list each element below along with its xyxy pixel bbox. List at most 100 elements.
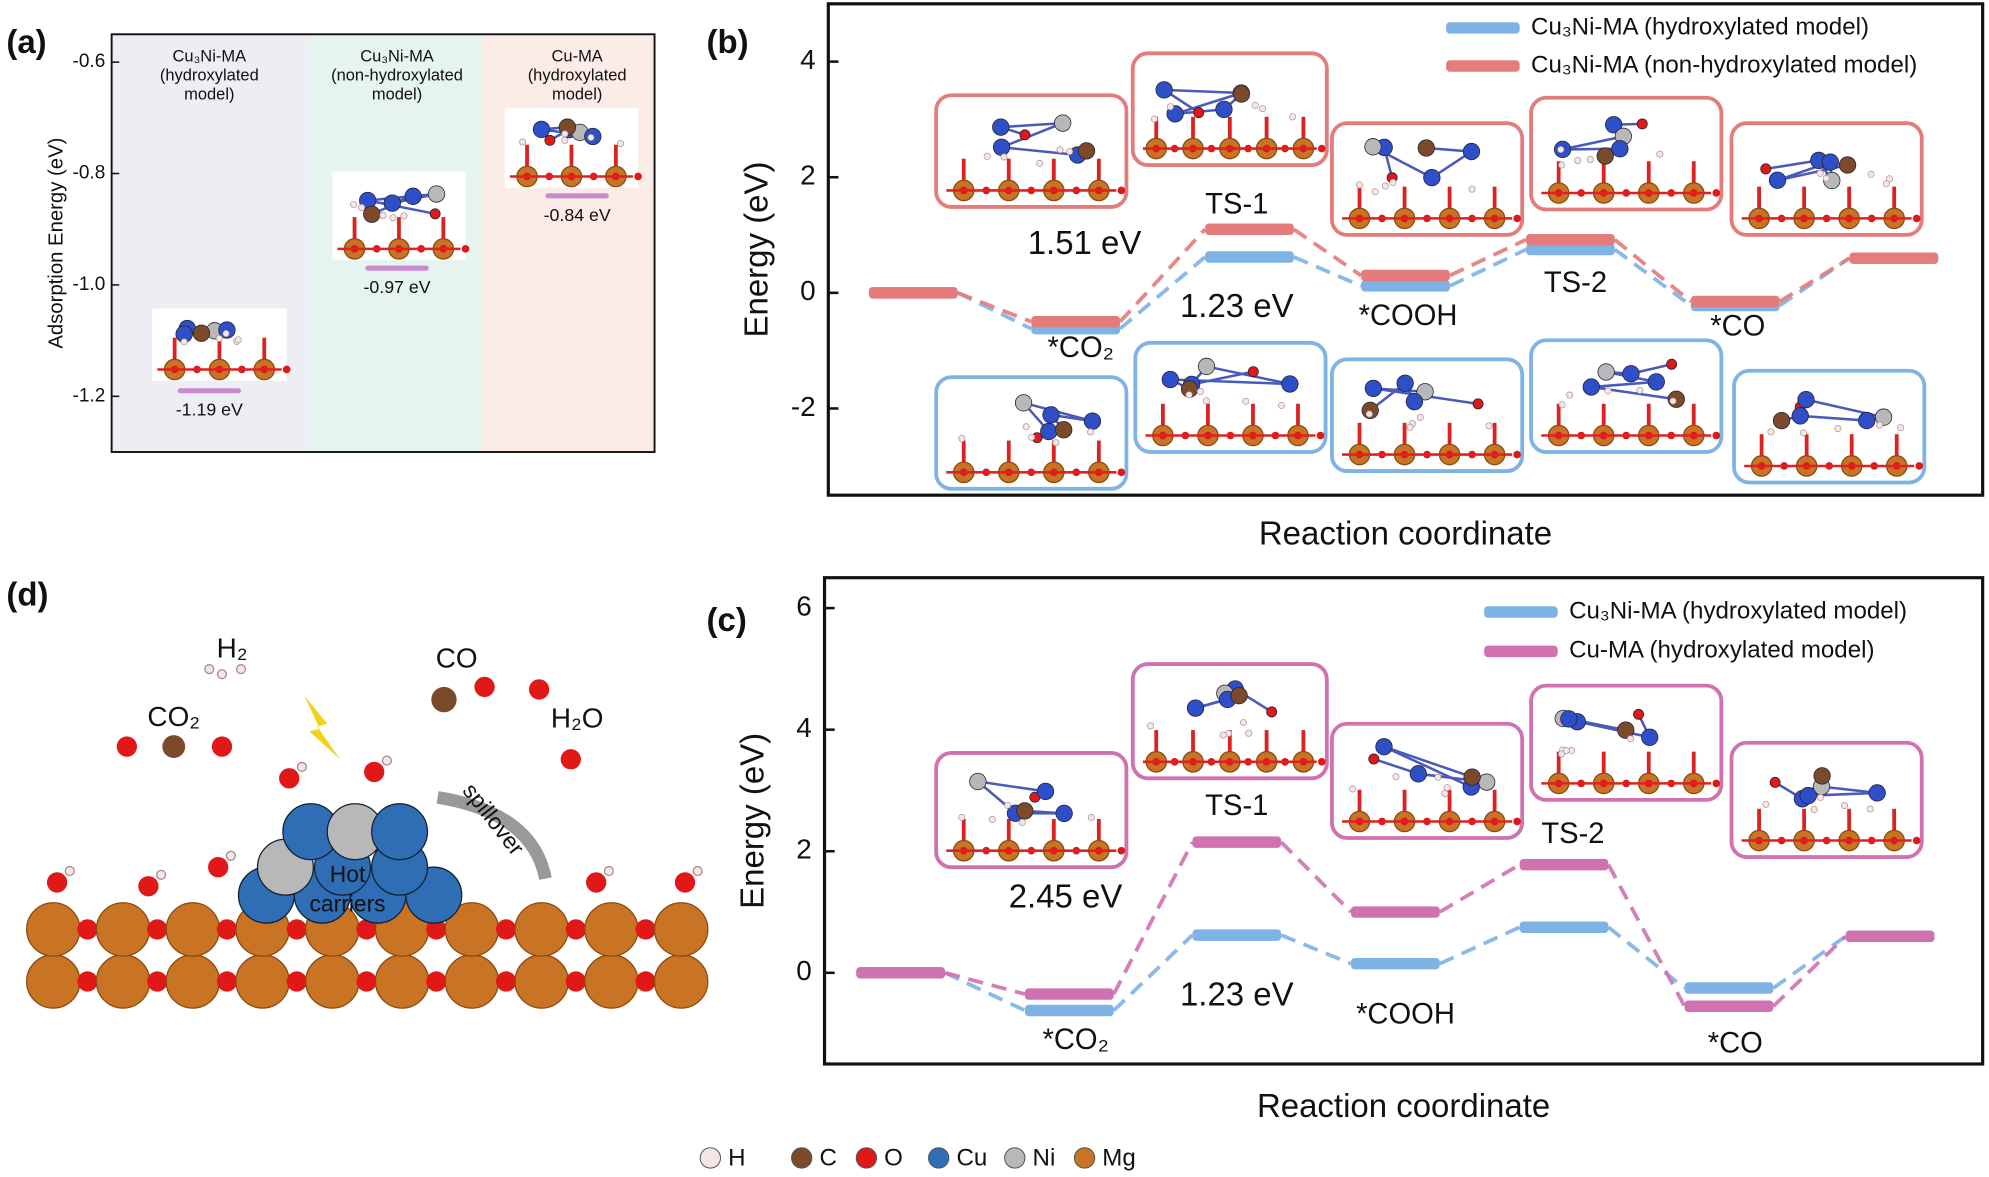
connector [1118,227,1207,324]
atom [1760,163,1772,175]
connector [1449,237,1527,278]
atom [1055,804,1073,822]
energy-level [1845,930,1935,943]
connector [1293,255,1362,288]
atom [1317,144,1326,153]
energy-level [1192,836,1282,848]
x-axis-label: Reaction coordinate [1259,515,1552,552]
atom-bond [1301,116,1306,145]
atom [1247,366,1259,378]
panel-label: (c) [707,601,747,638]
connector [1279,840,1353,914]
connector [1438,925,1521,966]
atom [1813,767,1831,785]
atom-bond [1001,121,1064,149]
atom-bond [569,144,574,173]
atom [1611,140,1629,158]
o-atom [528,679,550,700]
o-atom [495,919,517,940]
atom [1042,406,1060,424]
atom [1443,784,1451,792]
atom-bond [1562,135,1624,151]
atom-bond [1562,147,1620,151]
atom [1083,412,1102,430]
atom [1886,175,1894,183]
atom [1513,214,1521,223]
h-atom [225,850,236,861]
atom-bond [1802,186,1807,215]
y-axis-label: Energy (eV) [733,733,770,909]
atom-bond [1402,422,1407,451]
structure-inset [1342,138,1521,230]
category-label: *COOH [1356,998,1455,1030]
connector [1778,256,1851,304]
energy-level [1525,233,1615,246]
o-atom [495,971,517,992]
atom-bond [397,217,401,246]
atom [1368,753,1380,765]
atom [1316,431,1325,440]
atom [1762,800,1770,808]
o-atom [560,749,581,770]
structure-inset [946,394,1126,484]
atom [1463,768,1481,786]
atom [1876,421,1884,429]
o-atom [426,971,447,992]
atom [358,203,366,211]
atom [1597,363,1615,381]
panel-label: (b) [707,23,749,60]
atom [1821,153,1839,171]
y-tick-label: -0.6 [73,51,106,72]
atom-bond [1847,186,1852,215]
atom-bond [1804,434,1809,463]
atom-bond [1296,403,1300,432]
atom [1245,729,1253,737]
o-atom [279,768,300,789]
y-tick-label: -2 [791,391,816,422]
mg-atom [584,954,639,1009]
legend-label: Cu₃Ni-MA (hydroxylated model) [1569,597,1907,624]
atom [389,214,397,222]
h-atom [692,865,703,877]
energy-level [1684,982,1774,994]
inset-frame [1130,662,1329,781]
energy-level [1361,269,1450,282]
light-bolt [304,695,340,760]
atom [222,330,230,338]
atom [992,118,1010,136]
structure-inset [1145,357,1325,447]
atom-bond [1492,422,1497,451]
mg-atom [653,954,709,1009]
atom [1636,386,1644,394]
atom [1375,738,1393,756]
inset-frame [1133,340,1328,454]
energy-level [1690,295,1780,308]
energy-level [1205,251,1294,263]
annotation: 1.23 eV [1180,287,1294,324]
value-label: -0.97 eV [363,277,430,297]
atom-bond [1006,818,1011,847]
legend-label: Cu₃Ni-MA (hydroxylated model) [1531,13,1869,40]
atom [427,185,446,203]
atom [1596,147,1614,165]
y-tick-label: 4 [796,712,812,743]
diagram-label: H₂ [217,632,248,663]
x-axis-label: Reaction coordinate [1257,1087,1550,1124]
atom-bond [1849,434,1854,463]
mg-atom [444,954,500,1009]
atom-bond [1357,186,1362,215]
atom [1562,746,1570,754]
plot-frame [822,576,1985,1066]
atom [1232,85,1251,103]
category-label: *CO₂ [1042,1024,1108,1056]
atom-bond [1601,751,1606,780]
atom-bond [1051,818,1056,847]
category-label: TS-1 [1205,790,1268,822]
atom-bond [1492,789,1497,818]
legend-swatch [1484,606,1558,618]
atom [1767,428,1775,436]
atom [1915,462,1924,470]
atom-bond [1206,403,1210,432]
column-background [111,34,311,453]
element-swatch [855,1147,878,1169]
